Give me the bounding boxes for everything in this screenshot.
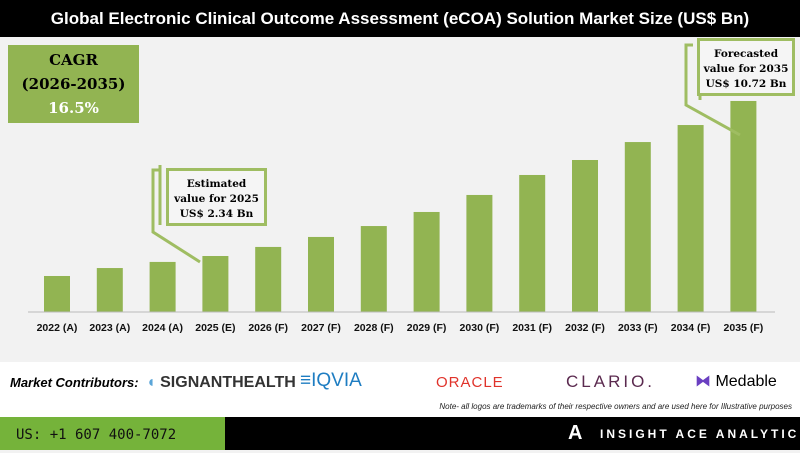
chart-title: Global Electronic Clinical Outcome Asses… xyxy=(0,0,800,37)
bar-2027 (F) xyxy=(308,236,334,312)
bar-2024 (A) xyxy=(149,261,176,312)
bar-2035 (F) xyxy=(730,100,757,312)
cagr-label: CAGR xyxy=(49,51,98,69)
x-tick-label: 2034 (F) xyxy=(671,322,711,334)
bar-2031 (F) xyxy=(519,174,546,312)
bar-2029 (F) xyxy=(413,211,440,312)
x-tick-label: 2024 (A) xyxy=(142,322,183,334)
cagr-box: CAGR (2026-2035) 16.5% xyxy=(8,45,139,123)
cagr-value: 16.5% xyxy=(48,99,99,117)
x-tick-label: 2030 (F) xyxy=(460,322,500,334)
bar-2022 (A) xyxy=(44,275,70,312)
trademark-note: Note- all logos are trademarks of their … xyxy=(439,402,792,411)
forecasted-callout: Forecasted value for 2035 US$ 10.72 Bn xyxy=(697,38,795,96)
x-tick-label: 2031 (F) xyxy=(512,322,552,334)
callout-line: US$ 10.72 Bn xyxy=(705,78,787,90)
bar-2033 (F) xyxy=(624,142,651,312)
oracle-logo: ORACLE xyxy=(436,374,504,391)
bar-2032 (F) xyxy=(572,159,598,312)
market-contributors: Market Contributors: ◖ SIGNANTHEALTH ≡IQ… xyxy=(0,362,800,417)
callout-line: US$ 2.34 Bn xyxy=(179,208,254,220)
x-tick-label: 2029 (F) xyxy=(407,322,447,334)
callout-line: value for 2025 xyxy=(174,193,259,205)
x-tick-label: 2026 (F) xyxy=(248,322,288,334)
x-tick-label: 2022 (A) xyxy=(37,322,78,334)
footer-brand: A INSIGHT ACE ANALYTIC xyxy=(225,417,800,450)
brand-logo-icon: A xyxy=(568,422,583,444)
medable-logo: ⧓ Medable xyxy=(695,373,777,390)
x-tick-label: 2035 (F) xyxy=(724,322,764,334)
x-tick-label: 2032 (F) xyxy=(565,322,605,334)
signant-health-logo: ◖ SIGNANTHEALTH xyxy=(146,374,296,391)
iqvia-logo: ≡IQVIA xyxy=(300,370,362,391)
bar-2028 (F) xyxy=(360,226,387,312)
callout-line: Forecasted xyxy=(713,48,779,60)
x-tick-label: 2025 (E) xyxy=(195,322,235,334)
bar-2026 (F) xyxy=(255,246,282,312)
contributors-label: Market Contributors: xyxy=(10,375,139,390)
estimated-connector xyxy=(151,168,201,264)
x-tick-label: 2027 (F) xyxy=(301,322,341,334)
bar-chart: 2022 (A) 2023 (A) 2024 (A) 2025 (E) 2026 (F)… xyxy=(28,40,775,334)
brand-name: INSIGHT ACE ANALYTIC xyxy=(600,427,800,441)
clario-logo: CLARIO. xyxy=(566,372,656,391)
bar-2025 (E) xyxy=(202,256,229,312)
forecasted-connector xyxy=(684,43,741,137)
x-tick-label: 2033 (F) xyxy=(618,322,658,334)
callout-line: Estimated xyxy=(186,178,247,190)
bar-2034 (F) xyxy=(677,125,704,312)
footer-phone: US: +1 607 400-7072 xyxy=(0,417,225,450)
x-tick-label: 2028 (F) xyxy=(354,322,394,334)
callout-line: value for 2035 xyxy=(703,63,789,75)
bar-2023 (A) xyxy=(96,268,123,312)
bar-2030 (F) xyxy=(466,194,493,312)
estimated-callout: Estimated value for 2025 US$ 2.34 Bn xyxy=(166,168,267,226)
cagr-period: (2026-2035) xyxy=(21,75,126,93)
x-tick-label: 2023 (A) xyxy=(89,322,130,334)
